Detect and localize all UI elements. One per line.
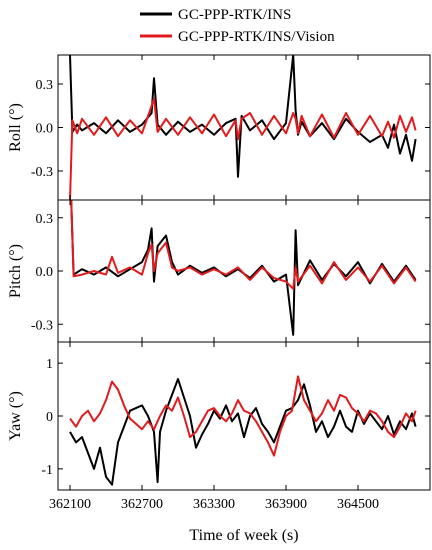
- series-line: [69, 375, 417, 457]
- y-tick-label: 0: [46, 410, 53, 425]
- y-tick-label: 0.3: [36, 78, 54, 93]
- y-axis-label: Yaw (°): [7, 391, 24, 441]
- x-tick-label: 362700: [121, 497, 163, 512]
- y-axis-label: Roll (°): [7, 103, 24, 152]
- y-tick-label: 0.0: [36, 265, 54, 280]
- roll-panel: -0.3 0.0 0.3 Roll (°): [7, 54, 431, 201]
- y-tick-label: -0.3: [31, 318, 53, 333]
- legend-item: GC-PPP-RTK/INS/Vision: [140, 29, 335, 45]
- series-line: [69, 55, 417, 178]
- x-tick-label: 363300: [193, 497, 235, 512]
- x-axis-label: Time of week (s): [189, 527, 298, 544]
- pitch-panel: -0.3 0.0 0.3 Pitch (°): [7, 199, 431, 343]
- x-tick-label: 364500: [337, 497, 379, 512]
- legend-label: GC-PPP-RTK/INS/Vision: [178, 29, 335, 45]
- y-tick-label: 1: [46, 357, 53, 372]
- y-tick-label: 0.3: [36, 212, 54, 227]
- series-group: [69, 375, 417, 486]
- series-line: [69, 378, 417, 486]
- legend: GC-PPP-RTK/INS GC-PPP-RTK/INS/Vision: [140, 7, 335, 45]
- y-axis-label: Pitch (°): [7, 244, 24, 298]
- y-tick-label: -0.3: [31, 165, 53, 180]
- x-tick-label: 362100: [49, 497, 91, 512]
- series-line: [69, 97, 417, 200]
- plot-frame: [57, 54, 431, 201]
- x-tick-label: 363900: [265, 497, 307, 512]
- yaw-panel: -1 0 1 Yaw (°) 362100 362700 363300 363900 36450…: [7, 341, 431, 512]
- series-group: [70, 200, 417, 336]
- series-line: [70, 200, 417, 336]
- legend-item: GC-PPP-RTK/INS: [140, 7, 291, 23]
- y-tick-label: -1: [41, 463, 53, 478]
- y-tick-label: 0.0: [36, 122, 54, 137]
- series-group: [69, 55, 417, 200]
- series-line: [70, 200, 417, 290]
- plot-frame: [57, 199, 431, 343]
- legend-label: GC-PPP-RTK/INS: [178, 7, 291, 23]
